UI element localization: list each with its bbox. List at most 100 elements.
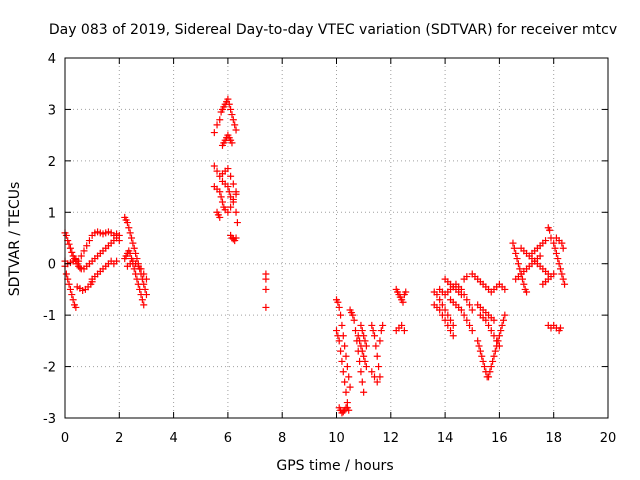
data-point: [371, 373, 379, 381]
data-point: [476, 347, 484, 355]
x-tick-label: 6: [224, 431, 232, 446]
data-point: [72, 303, 80, 311]
x-axis-label: GPS time / hours: [276, 458, 393, 474]
data-point: [218, 198, 226, 206]
data-point: [228, 139, 236, 147]
y-tick-label: -2: [43, 361, 56, 376]
data-point: [360, 388, 368, 396]
data-point: [558, 270, 566, 278]
y-tick-label: 1: [48, 206, 56, 221]
data-point: [490, 332, 498, 340]
data-point: [368, 321, 376, 329]
data-point: [262, 303, 270, 311]
data-point: [516, 265, 524, 273]
data-point: [509, 239, 517, 247]
data-point: [213, 121, 221, 129]
data-point: [232, 234, 240, 242]
data-point: [376, 337, 384, 345]
data-point: [551, 244, 559, 252]
y-tick-label: 4: [48, 52, 56, 67]
data-point: [546, 226, 554, 234]
data-point: [463, 316, 471, 324]
data-point: [335, 337, 343, 345]
data-point: [498, 321, 506, 329]
data-point: [360, 352, 368, 360]
data-point: [457, 291, 465, 299]
data-point: [224, 208, 232, 216]
data-point: [399, 298, 407, 306]
data-point: [66, 285, 74, 293]
data-point: [475, 342, 483, 350]
data-point: [231, 121, 239, 129]
data-point: [550, 239, 558, 247]
axis-ticks: [64, 57, 609, 419]
data-point: [140, 301, 148, 309]
y-tick-label: -3: [43, 412, 56, 427]
data-point: [225, 188, 233, 196]
data-point: [479, 357, 487, 365]
data-point: [556, 324, 564, 332]
y-tick-label: 0: [48, 258, 56, 273]
data-point: [520, 280, 528, 288]
data-point: [513, 255, 521, 263]
data-point: [85, 237, 93, 245]
data-point: [227, 105, 235, 113]
data-point: [142, 275, 150, 283]
data-point: [493, 337, 501, 345]
data-point: [398, 321, 406, 329]
data-point: [554, 255, 562, 263]
data-point: [352, 327, 360, 335]
data-point: [480, 363, 488, 371]
data-point: [495, 342, 503, 350]
data-point: [342, 352, 350, 360]
data-point: [358, 347, 366, 355]
data-point: [216, 188, 224, 196]
x-axis-tick-labels: 0 2 4 6 8 10 12 14 16 18 20: [61, 431, 616, 446]
data-point: [523, 288, 531, 296]
data-point: [262, 285, 270, 293]
x-tick-label: 16: [491, 431, 508, 446]
data-point: [518, 275, 526, 283]
data-point: [497, 327, 505, 335]
data-point: [362, 363, 370, 371]
data-point: [65, 240, 73, 248]
data-point: [334, 298, 342, 306]
y-tick-label: -1: [43, 309, 56, 324]
data-point: [224, 165, 232, 173]
data-point: [123, 219, 131, 227]
data-point: [224, 95, 232, 103]
data-point: [379, 321, 387, 329]
data-point: [478, 352, 486, 360]
data-point: [561, 280, 569, 288]
y-axis-tick-labels: -3 -2 -1 0 1 2 3 4: [43, 52, 56, 427]
data-point: [130, 244, 138, 252]
data-point: [113, 257, 121, 265]
data-point: [232, 126, 240, 134]
data-point: [229, 116, 237, 124]
data-point: [491, 347, 499, 355]
data-point: [133, 275, 141, 283]
data-point: [542, 237, 550, 245]
data-point: [556, 265, 564, 273]
data-point: [342, 388, 350, 396]
data-point: [129, 239, 137, 247]
x-tick-label: 0: [61, 431, 69, 446]
data-point: [510, 244, 518, 252]
data-point: [501, 311, 509, 319]
data-point: [334, 332, 342, 340]
data-point: [485, 321, 493, 329]
data-point: [337, 347, 345, 355]
data-point: [460, 311, 468, 319]
data-point: [333, 327, 340, 335]
data-point: [75, 257, 83, 265]
data-point: [125, 224, 133, 232]
data-point: [229, 195, 237, 203]
data-point: [490, 352, 498, 360]
data-point: [358, 327, 366, 335]
chart-title: Day 083 of 2019, Sidereal Day-to-day VTE…: [49, 22, 617, 38]
data-point: [227, 172, 235, 180]
data-point: [228, 111, 236, 119]
data-point: [83, 242, 91, 250]
data-point: [213, 167, 221, 175]
data-point: [137, 291, 145, 299]
